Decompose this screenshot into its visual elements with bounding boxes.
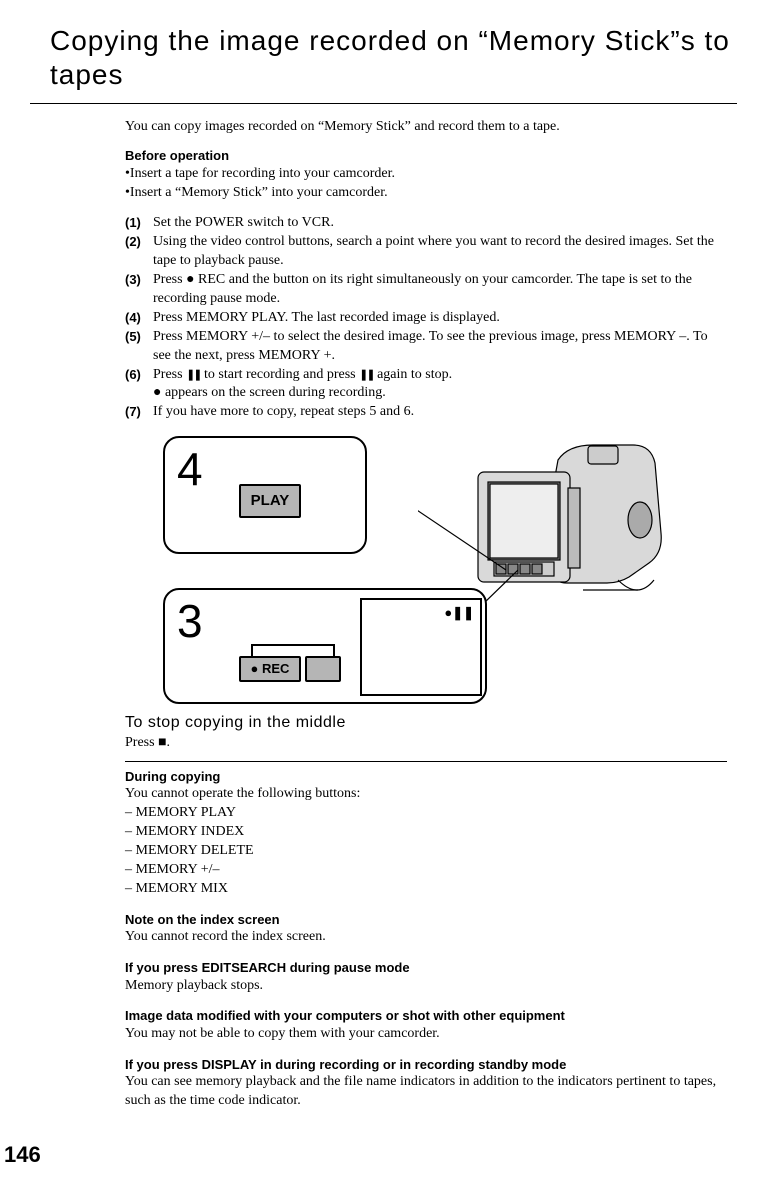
step-2-num: (2) bbox=[125, 233, 153, 271]
step-1-text: Set the POWER switch to VCR. bbox=[153, 214, 727, 233]
step-4-text: Press MEMORY PLAY. The last recorded ima… bbox=[153, 309, 727, 328]
note-display-text: You can see memory playback and the file… bbox=[125, 1073, 727, 1111]
step-2: (2)Using the video control buttons, sear… bbox=[125, 233, 727, 271]
step-7-num: (7) bbox=[125, 403, 153, 422]
step-4: (4)Press MEMORY PLAY. The last recorded … bbox=[125, 309, 727, 328]
page-title: Copying the image recorded on “Memory St… bbox=[50, 24, 737, 91]
note-image-data-text: You may not be able to copy them with yo… bbox=[125, 1025, 727, 1044]
note-display-heading: If you press DISPLAY in during recording… bbox=[125, 1056, 727, 1074]
note-display: If you press DISPLAY in during recording… bbox=[125, 1056, 727, 1111]
step-3-num: (3) bbox=[125, 271, 153, 309]
step-2-text: Using the video control buttons, search … bbox=[153, 233, 727, 271]
during-item-4: – MEMORY +/– bbox=[125, 861, 727, 880]
note-index-text: You cannot record the index screen. bbox=[125, 928, 727, 947]
during-item-2: – MEMORY INDEX bbox=[125, 823, 727, 842]
stop-icon: ■ bbox=[158, 735, 166, 750]
during-copying-block: During copying You cannot operate the fo… bbox=[125, 768, 727, 899]
rec-button-illustration: ● REC bbox=[239, 656, 301, 682]
title-divider bbox=[30, 103, 737, 104]
during-item-5: – MEMORY MIX bbox=[125, 880, 727, 899]
panel-3-number: 3 bbox=[177, 590, 203, 652]
note-image-data-heading: Image data modified with your computers … bbox=[125, 1007, 727, 1025]
note-index-screen: Note on the index screen You cannot reco… bbox=[125, 911, 727, 947]
rec-pause-indicator-icon: ●❚❚ bbox=[444, 604, 474, 622]
stop-heading: To stop copying in the middle bbox=[125, 712, 727, 734]
step-5-num: (5) bbox=[125, 328, 153, 366]
step-3-text: Press ● REC and the button on its right … bbox=[153, 271, 727, 309]
section-divider bbox=[125, 761, 727, 762]
bracket-line bbox=[251, 644, 335, 656]
step-5-text: Press MEMORY +/– to select the desired i… bbox=[153, 328, 727, 366]
stop-instruction: Press ■. bbox=[125, 734, 727, 753]
play-button-illustration: PLAY bbox=[239, 484, 301, 518]
intro-text: You can copy images recorded on “Memory … bbox=[125, 118, 727, 137]
before-heading: Before operation bbox=[125, 147, 727, 165]
during-heading: During copying bbox=[125, 768, 727, 786]
note-editsearch-heading: If you press EDITSEARCH during pause mod… bbox=[125, 959, 727, 977]
note-image-data: Image data modified with your computers … bbox=[125, 1007, 727, 1043]
rec-aux-button-illustration bbox=[305, 656, 341, 682]
pause-icon: ❚❚ bbox=[186, 369, 200, 381]
panel-step-3: 3 ● REC ●❚❚ bbox=[163, 588, 487, 704]
before-bullet-2: •Insert a “Memory Stick” into your camco… bbox=[125, 184, 727, 203]
before-bullet-2-text: Insert a “Memory Stick” into your camcor… bbox=[130, 185, 388, 200]
panel-step-4: 4 PLAY bbox=[163, 436, 367, 554]
steps-list: (1)Set the POWER switch to VCR. (2)Using… bbox=[125, 214, 727, 422]
pause-icon-2: ❚❚ bbox=[359, 369, 373, 381]
note-editsearch: If you press EDITSEARCH during pause mod… bbox=[125, 959, 727, 995]
step-6-sub: ● appears on the screen during recording… bbox=[153, 384, 727, 403]
panel-4-number: 4 bbox=[177, 438, 203, 500]
step-1: (1)Set the POWER switch to VCR. bbox=[125, 214, 727, 233]
diagram-block: 4 PLAY 3 ● REC ●❚❚ bbox=[163, 436, 663, 706]
step-6-text: Press ❚❚ to start recording and press ❚❚… bbox=[153, 366, 727, 385]
screen-preview: ●❚❚ bbox=[360, 598, 482, 696]
note-editsearch-text: Memory playback stops. bbox=[125, 977, 727, 996]
step-5: (5)Press MEMORY +/– to select the desire… bbox=[125, 328, 727, 366]
during-lead: You cannot operate the following buttons… bbox=[125, 785, 727, 804]
step-1-num: (1) bbox=[125, 214, 153, 233]
during-item-3: – MEMORY DELETE bbox=[125, 842, 727, 861]
note-index-heading: Note on the index screen bbox=[125, 911, 727, 929]
page-number: 146 bbox=[4, 1140, 41, 1170]
step-3: (3)Press ● REC and the button on its rig… bbox=[125, 271, 727, 309]
record-dot-icon: ● bbox=[186, 272, 194, 287]
before-operation-block: Before operation •Insert a tape for reco… bbox=[125, 147, 727, 202]
step-6: (6)Press ❚❚ to start recording and press… bbox=[125, 366, 727, 385]
before-bullet-1-text: Insert a tape for recording into your ca… bbox=[130, 166, 395, 181]
before-bullet-1: •Insert a tape for recording into your c… bbox=[125, 165, 727, 184]
step-4-num: (4) bbox=[125, 309, 153, 328]
step-6-num: (6) bbox=[125, 366, 153, 385]
during-item-1: – MEMORY PLAY bbox=[125, 804, 727, 823]
